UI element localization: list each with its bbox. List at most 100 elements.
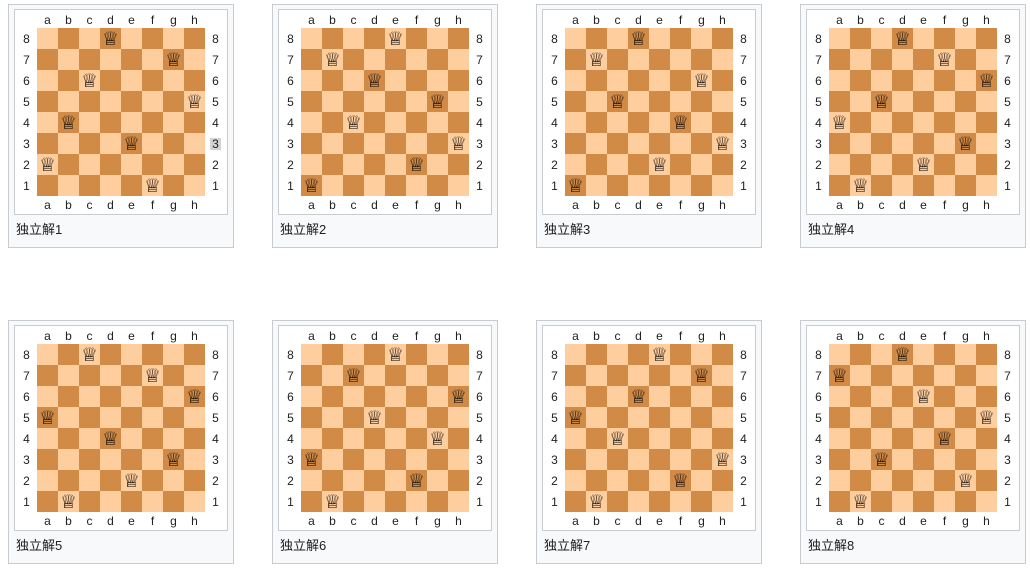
rank-label-text: 5 [551, 94, 558, 109]
square-g8 [427, 344, 448, 365]
file-label: c [607, 512, 628, 529]
white-queen-icon: ♕ [407, 153, 426, 176]
rank-label: 1 [808, 175, 829, 196]
file-label-text: e [392, 513, 399, 528]
solution-caption: 独立解4 [808, 222, 855, 237]
chess-board: a b c d e f g h 8 ♕ 8 7 ♕ 7 6 ♕ 6 5 ♕ 5 4 ♕ 4 3 ♕ 3 2 ♕ 2 1 ♕ 1 a b c d e f g h [808, 11, 1018, 213]
square-c6 [871, 386, 892, 407]
square-a1 [565, 491, 586, 512]
square-e5 [385, 407, 406, 428]
square-e7 [121, 49, 142, 70]
square-d2 [628, 470, 649, 491]
square-a8 [37, 28, 58, 49]
square-c8 [871, 344, 892, 365]
rank-label: 3 [544, 133, 565, 154]
square-e4 [913, 112, 934, 133]
file-label-text: a [308, 328, 315, 343]
rank-label: 6 [469, 70, 490, 91]
file-label-text: h [983, 197, 990, 212]
white-queen-icon: ♕ [38, 153, 57, 176]
white-queen-icon: ♕ [608, 427, 627, 450]
file-label-text: f [414, 328, 419, 343]
rank-label: 1 [280, 175, 301, 196]
board-corner-spacer [733, 327, 754, 344]
board-corner-spacer [544, 512, 565, 529]
square-g8 [163, 344, 184, 365]
file-label-text: d [371, 513, 378, 528]
square-f8 [934, 344, 955, 365]
file-label: d [892, 196, 913, 213]
rank-label-text: 3 [287, 136, 294, 151]
white-queen-icon: ♕ [851, 490, 870, 513]
square-g8 [427, 28, 448, 49]
white-queen-icon: ♕ [914, 385, 933, 408]
square-f3 [670, 449, 691, 470]
square-g4 [163, 112, 184, 133]
rank-label: 6 [997, 70, 1018, 91]
square-b4 [850, 428, 871, 449]
file-label-text: h [983, 328, 990, 343]
square-g7 [955, 49, 976, 70]
square-d7 [100, 365, 121, 386]
rank-label-text: 4 [740, 431, 747, 446]
rank-label-text: 8 [23, 347, 30, 362]
square-a5: ♕ [565, 407, 586, 428]
rank-label-text: 3 [23, 136, 30, 151]
square-e1 [913, 175, 934, 196]
rank-label-text: 1 [212, 494, 219, 509]
square-f3 [406, 449, 427, 470]
file-label-text: b [593, 513, 600, 528]
file-label: b [850, 512, 871, 529]
square-h3 [976, 133, 997, 154]
file-label-text: f [942, 513, 947, 528]
square-f5 [142, 91, 163, 112]
rank-label-text: 1 [740, 494, 747, 509]
file-label: c [343, 512, 364, 529]
rank-label-text: 1 [740, 178, 747, 193]
square-c1 [607, 175, 628, 196]
file-label: e [385, 11, 406, 28]
rank-label-text: 2 [23, 157, 30, 172]
white-queen-icon: ♕ [935, 48, 954, 71]
white-queen-icon: ♕ [323, 490, 342, 513]
square-e4 [121, 112, 142, 133]
square-g1 [427, 491, 448, 512]
rank-label: 8 [544, 344, 565, 365]
square-g6 [955, 386, 976, 407]
rank-label-text: 6 [476, 73, 483, 88]
rank-label: 1 [16, 491, 37, 512]
file-label-text: d [899, 12, 906, 27]
square-c3 [343, 449, 364, 470]
square-e4 [649, 112, 670, 133]
white-queen-icon: ♕ [164, 448, 183, 471]
file-label-text: g [170, 197, 177, 212]
board-corner-spacer [280, 512, 301, 529]
square-f2 [934, 154, 955, 175]
white-queen-icon: ♕ [323, 48, 342, 71]
square-b4 [322, 428, 343, 449]
solution-caption: 独立解8 [808, 538, 855, 553]
square-h7 [184, 49, 205, 70]
rank-label: 6 [544, 70, 565, 91]
square-f8 [406, 344, 427, 365]
file-label-text: b [65, 328, 72, 343]
file-label-text: g [962, 328, 969, 343]
square-h1 [712, 175, 733, 196]
rank-label: 4 [205, 112, 226, 133]
file-label-text: b [65, 513, 72, 528]
square-f7 [670, 365, 691, 386]
square-b2 [58, 154, 79, 175]
rank-label-text: 8 [476, 347, 483, 362]
square-e8 [121, 344, 142, 365]
board-corner-spacer [16, 196, 37, 213]
square-e2 [385, 154, 406, 175]
file-label: h [448, 196, 469, 213]
rank-label-text: 8 [1004, 31, 1011, 46]
file-label: b [58, 327, 79, 344]
square-b3 [586, 449, 607, 470]
rank-label-text: 4 [476, 431, 483, 446]
square-e6 [121, 386, 142, 407]
file-label-text: e [128, 328, 135, 343]
square-a4 [37, 112, 58, 133]
square-f8 [934, 28, 955, 49]
